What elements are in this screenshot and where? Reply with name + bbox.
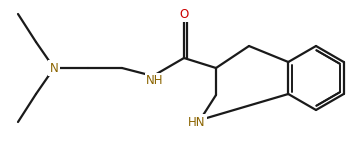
Text: NH: NH bbox=[146, 74, 164, 87]
Text: HN: HN bbox=[188, 115, 206, 128]
Text: N: N bbox=[50, 61, 58, 74]
Text: O: O bbox=[179, 7, 189, 20]
